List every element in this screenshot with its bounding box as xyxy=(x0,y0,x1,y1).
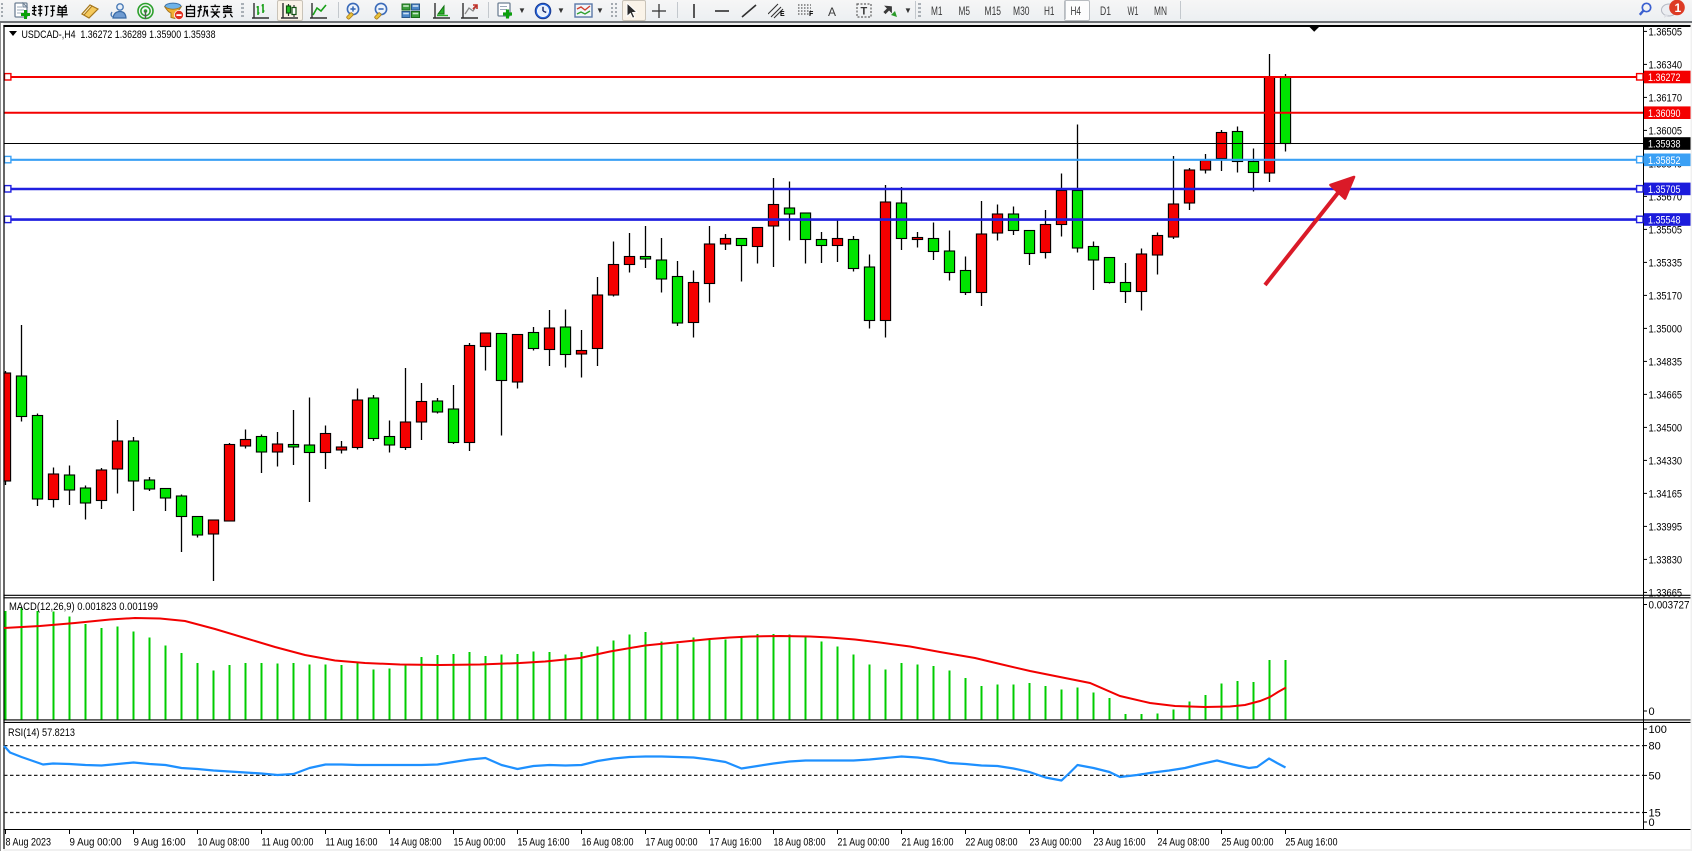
svg-text:24 Aug 08:00: 24 Aug 08:00 xyxy=(1158,837,1210,849)
svg-text:1.35335: 1.35335 xyxy=(1649,257,1683,269)
svg-text:1.34835: 1.34835 xyxy=(1649,356,1683,368)
svg-text:16 Aug 08:00: 16 Aug 08:00 xyxy=(582,837,634,849)
svg-text:17 Aug 16:00: 17 Aug 16:00 xyxy=(710,837,762,849)
svg-text:H4: H4 xyxy=(1071,4,1082,18)
svg-text:15 Aug 00:00: 15 Aug 00:00 xyxy=(454,837,506,849)
svg-text:1.35938: 1.35938 xyxy=(1648,139,1681,151)
svg-text:MACD(12,26,9) 0.001823 0.00119: MACD(12,26,9) 0.001823 0.001199 xyxy=(9,601,158,613)
svg-text:1.33995: 1.33995 xyxy=(1649,521,1683,533)
svg-text:0: 0 xyxy=(1649,817,1655,829)
svg-text:80: 80 xyxy=(1649,741,1661,753)
svg-text:1.36340: 1.36340 xyxy=(1649,59,1683,71)
svg-text:M15: M15 xyxy=(985,4,1002,18)
svg-text:50: 50 xyxy=(1649,770,1661,782)
svg-text:1.35852: 1.35852 xyxy=(1648,155,1681,167)
svg-text:1.35170: 1.35170 xyxy=(1649,290,1683,302)
svg-text:9 Aug 16:00: 9 Aug 16:00 xyxy=(134,837,186,849)
svg-text:1: 1 xyxy=(1675,1,1682,15)
svg-text:25 Aug 00:00: 25 Aug 00:00 xyxy=(1222,837,1274,849)
svg-text:8 Aug 2023: 8 Aug 2023 xyxy=(6,837,52,849)
svg-text:M30: M30 xyxy=(1013,4,1030,18)
svg-text:1.35505: 1.35505 xyxy=(1649,224,1683,236)
svg-text:H1: H1 xyxy=(1044,4,1055,18)
svg-text:11 Aug 16:00: 11 Aug 16:00 xyxy=(326,837,378,849)
svg-text:1.33830: 1.33830 xyxy=(1649,554,1683,566)
svg-text:1.36090: 1.36090 xyxy=(1648,108,1681,120)
svg-text:MN: MN xyxy=(1154,4,1167,18)
svg-text:10 Aug 08:00: 10 Aug 08:00 xyxy=(198,837,250,849)
svg-text:100: 100 xyxy=(1649,724,1667,736)
svg-text:T: T xyxy=(861,6,868,18)
svg-text:1.36272: 1.36272 xyxy=(1648,72,1681,84)
svg-text:USDCAD-,H4 1.36272 1.36289 1.: USDCAD-,H4 1.36272 1.36289 1.35900 1.359… xyxy=(22,29,216,41)
svg-text:23 Aug 00:00: 23 Aug 00:00 xyxy=(1030,837,1082,849)
svg-text:14 Aug 08:00: 14 Aug 08:00 xyxy=(390,837,442,849)
svg-text:M1: M1 xyxy=(931,4,943,18)
svg-text:9 Aug 00:00: 9 Aug 00:00 xyxy=(70,837,122,849)
svg-text:11 Aug 00:00: 11 Aug 00:00 xyxy=(262,837,314,849)
svg-text:1.35000: 1.35000 xyxy=(1649,323,1683,335)
svg-text:25 Aug 16:00: 25 Aug 16:00 xyxy=(1286,837,1338,849)
svg-text:1.36170: 1.36170 xyxy=(1649,92,1683,104)
svg-text:1.33665: 1.33665 xyxy=(1649,587,1683,599)
svg-text:1.34665: 1.34665 xyxy=(1649,389,1683,401)
svg-text:1.34330: 1.34330 xyxy=(1649,455,1683,467)
svg-text:1.35548: 1.35548 xyxy=(1648,215,1681,227)
svg-text:1.35705: 1.35705 xyxy=(1648,184,1681,196)
svg-text:W1: W1 xyxy=(1128,4,1139,18)
svg-text:21 Aug 16:00: 21 Aug 16:00 xyxy=(902,837,954,849)
svg-text:1.36005: 1.36005 xyxy=(1649,125,1683,137)
svg-text:23 Aug 16:00: 23 Aug 16:00 xyxy=(1094,837,1146,849)
svg-text:D1: D1 xyxy=(1100,4,1111,18)
svg-text:1.36505: 1.36505 xyxy=(1649,26,1683,38)
svg-text:21 Aug 00:00: 21 Aug 00:00 xyxy=(838,837,890,849)
svg-text:1.34165: 1.34165 xyxy=(1649,488,1683,500)
svg-text:22 Aug 08:00: 22 Aug 08:00 xyxy=(966,837,1018,849)
svg-text:RSI(14) 57.8213: RSI(14) 57.8213 xyxy=(8,727,75,739)
svg-text:0: 0 xyxy=(1649,706,1655,718)
svg-text:17 Aug 00:00: 17 Aug 00:00 xyxy=(646,837,698,849)
svg-text:18 Aug 08:00: 18 Aug 08:00 xyxy=(774,837,826,849)
svg-text:15 Aug 16:00: 15 Aug 16:00 xyxy=(518,837,570,849)
svg-text:15: 15 xyxy=(1649,808,1661,820)
svg-text:1.34500: 1.34500 xyxy=(1649,422,1683,434)
svg-text:M5: M5 xyxy=(959,4,971,18)
svg-text:0.003727: 0.003727 xyxy=(1649,600,1690,612)
